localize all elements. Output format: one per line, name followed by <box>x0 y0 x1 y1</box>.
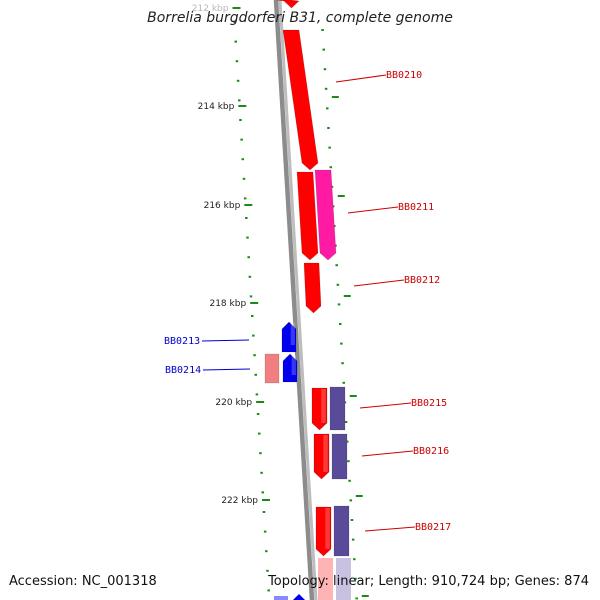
gene-label[interactable]: BB0211 <box>398 202 434 213</box>
label-leader-line <box>353 279 405 287</box>
label-leader-line <box>364 526 416 532</box>
gene-label[interactable]: BB0212 <box>404 275 440 286</box>
gene-body <box>275 0 300 9</box>
gene-BB0214-a[interactable] <box>282 353 298 383</box>
gene-BB0215-a[interactable] <box>311 387 328 431</box>
gene-highlight <box>325 508 330 549</box>
gene-BB0213[interactable] <box>281 321 297 353</box>
label-leader-line <box>202 368 251 371</box>
gene-BB0216-b[interactable] <box>331 433 348 480</box>
gene-label[interactable]: BB0217 <box>415 522 451 533</box>
genome-summary-text: Topology: linear; Length: 910,724 bp; Ge… <box>268 574 589 589</box>
accession-text: Accession: NC_001318 <box>9 574 157 589</box>
gene-body <box>303 262 322 314</box>
ruler-label: 220 kbp <box>215 398 252 408</box>
gene-label[interactable]: BB0210 <box>386 70 422 81</box>
gene-body <box>314 169 337 261</box>
gene-label[interactable]: BB0214 <box>165 365 201 376</box>
gene-BB0211-a[interactable] <box>296 171 319 261</box>
label-leader-line <box>361 450 414 457</box>
gene-body <box>313 433 330 480</box>
gene-body <box>282 29 319 171</box>
gene-BB0211-b[interactable] <box>314 169 337 261</box>
gene-highlight <box>291 355 296 375</box>
label-leader-line <box>347 206 399 214</box>
gene-highlight <box>321 389 326 423</box>
gene-bottom-partial-d <box>293 594 305 600</box>
gene-BB0215-b[interactable] <box>329 386 346 431</box>
gene-highlight <box>323 435 328 472</box>
gene-bottom-partial-a <box>318 558 333 600</box>
genome-backbone <box>273 0 315 600</box>
gene-body <box>282 353 298 383</box>
gene-highlight <box>290 323 295 345</box>
label-leader-line <box>335 74 387 83</box>
gene-label[interactable]: BB0215 <box>411 398 447 409</box>
map-title: Borrelia burgdorferi B31, complete genom… <box>147 10 453 26</box>
gene-BB0217-b[interactable] <box>333 505 350 557</box>
label-leader-line <box>201 339 250 342</box>
label-leader-line <box>359 402 412 409</box>
gene-body <box>315 506 332 557</box>
gene-body <box>296 171 319 261</box>
gene-BB0216-a[interactable] <box>313 433 330 480</box>
gene-BB0214-b[interactable] <box>264 353 280 384</box>
ruler-label: 218 kbp <box>209 299 246 309</box>
gene-body <box>311 387 328 431</box>
ruler-label: 216 kbp <box>204 201 241 211</box>
gene-label[interactable]: BB0213 <box>164 336 200 347</box>
gene-bottom-partial-c <box>274 596 288 600</box>
gene-BB0212[interactable] <box>303 262 322 314</box>
gene-bottom-partial-b <box>336 558 351 600</box>
gene-label[interactable]: BB0216 <box>413 446 449 457</box>
gene-top-partial[interactable] <box>275 0 300 9</box>
gene-body <box>281 321 297 353</box>
backbone-shadow <box>278 0 318 600</box>
ruler-label: 212 kbp <box>192 4 229 14</box>
ruler-label: 222 kbp <box>221 496 258 506</box>
gene-BB0210[interactable] <box>282 29 319 171</box>
gene-BB0217-a[interactable] <box>315 506 332 557</box>
ruler-label: 214 kbp <box>198 102 235 112</box>
